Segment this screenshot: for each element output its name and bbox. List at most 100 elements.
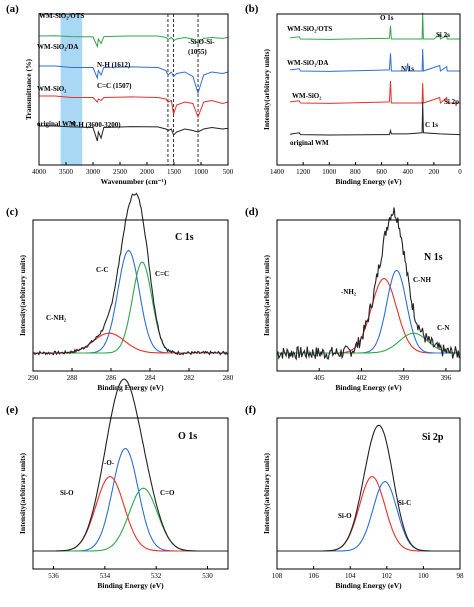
x-tick-label: 530: [202, 572, 213, 580]
x-axis-title-e: Binding Energy (eV): [97, 581, 164, 590]
peak-label-sio-e: Si-O: [60, 489, 74, 497]
annotation-sios-line1: -Si-O-Si-: [188, 38, 215, 46]
legend-label-ots-a: WM-SiO₂/OTS: [39, 12, 84, 20]
envelope-line: [277, 424, 460, 552]
x-tick-label: 200: [429, 168, 440, 176]
plot-frame-a: [38, 13, 229, 166]
series-line-2: [290, 48, 460, 72]
x-tick-label: 1400: [270, 168, 285, 176]
x-tick-label: 400: [402, 168, 413, 176]
y-axis-title-e: Intensity(arbitrary units): [18, 452, 27, 534]
x-tick-label: 3000: [86, 168, 101, 176]
annotation-nh-3600: N-H (3600-3200): [71, 121, 121, 129]
chart-title-d: N 1s: [424, 252, 443, 263]
panel-label-a: (a): [6, 3, 19, 15]
x-tick-label: 405: [314, 374, 325, 382]
x-tick-label: 532: [151, 572, 162, 580]
series-line-1: [38, 35, 229, 49]
x-tick-label: 600: [376, 168, 387, 176]
x-tick-label: 534: [100, 572, 111, 580]
series-line-1: [290, 12, 460, 40]
legend-label-wm-a: original WM: [37, 120, 76, 128]
plot-frame-d: [276, 219, 461, 372]
annotation-nh-1612: N-H (1612): [97, 61, 131, 69]
x-tick-label: 108: [272, 572, 283, 580]
x-tick-label: 102: [382, 572, 393, 580]
x-tick-label: 282: [184, 374, 195, 382]
series-line-2: [39, 65, 229, 95]
x-axis-title-a: Wavenumber (cm⁻¹): [101, 177, 167, 186]
peak-label-cnh: C-NH: [413, 276, 431, 284]
panel-f: (f) 108 106 104 102 100 98 Binding Energy (eV…: [245, 404, 464, 590]
x-axis-title-c: Binding Energy (eV): [97, 383, 164, 392]
panel-label-e: (e): [6, 404, 19, 416]
x-tick-label: 399: [398, 374, 409, 382]
panel-label-b: (b): [245, 3, 259, 15]
plot-frame-e: [32, 417, 229, 570]
panel-a: (a) 4000 3500 3000 2500 2000 1500 1000 500 Wave…: [6, 3, 234, 186]
x-tick-label: 284: [145, 374, 156, 382]
component-peak-2: [33, 261, 228, 354]
panel-d: (d) 405 402 399 396 Binding Energy (eV) Int…: [245, 206, 461, 392]
x-tick-label: 500: [223, 168, 234, 176]
y-axis-title-d: Intensity(arbitrary units): [262, 254, 271, 336]
series-line-3: [39, 95, 229, 119]
envelope-line: [32, 192, 229, 356]
x-axis-title-f: Binding Energy (eV): [335, 581, 402, 590]
panel-c: (c) 290 288 286 284 282 280 Binding Energy (e…: [6, 192, 234, 392]
y-axis-title-a: Transmittance (%): [24, 59, 33, 120]
x-tick-label: 98: [457, 572, 465, 580]
peak-label-co: C=O: [160, 489, 175, 497]
x-tick-label: 288: [67, 374, 78, 382]
x-tick-label: 2000: [140, 168, 155, 176]
annotation-c1s: C 1s: [425, 121, 438, 129]
component-peak-3: [33, 487, 228, 552]
peak-label-c-double-c: C=C: [155, 270, 169, 278]
chart-title-c: C 1s: [175, 232, 194, 243]
x-tick-label: 402: [356, 374, 367, 382]
panel-b: (b) 1400 1200 1000 800 600 400 200 0 Binding En…: [245, 3, 462, 186]
y-axis-title-c: Intensity(arbitrary units): [18, 254, 27, 336]
component-peak-2: [277, 481, 460, 552]
x-tick-label: 2500: [113, 168, 128, 176]
x-tick-label: 4000: [32, 168, 47, 176]
x-tick-label: 290: [28, 374, 39, 382]
legend-label-da-a: WM-SiO₂/DA: [37, 43, 78, 51]
x-tick-label: 1500: [167, 168, 182, 176]
x-tick-label: 286: [106, 374, 117, 382]
component-peak-1: [33, 249, 228, 354]
plot-frame-c: [32, 219, 229, 372]
x-tick-label: 1000: [194, 168, 209, 176]
x-tick-label: 3500: [59, 168, 74, 176]
peak-label-sio-f: Si-O: [338, 512, 352, 520]
component-peak-2: [33, 476, 228, 552]
legend-label-sio2-a: WM-SiO₂: [37, 85, 66, 93]
x-tick-label: 104: [345, 572, 356, 580]
x-tick-label: 100: [418, 572, 429, 580]
chart-title-e: O 1s: [178, 431, 197, 442]
peak-label-sic: Si-C: [398, 499, 411, 507]
annotation-n1s: N 1s: [401, 65, 414, 73]
x-axis-title-b: Binding Energy (eV): [335, 177, 402, 186]
y-axis-title-b: Intensity(arbitrary units): [262, 48, 271, 130]
peak-label-o: -O-: [104, 459, 115, 467]
peak-label-cc: C-C: [96, 266, 108, 274]
panel-e: (e) 536 534 532 530 Binding Energy (eV) Int…: [6, 378, 229, 590]
peak-label-nh2: -NH₂: [341, 288, 356, 296]
x-tick-label: 1000: [322, 168, 337, 176]
x-tick-label: 396: [441, 374, 452, 382]
envelope-line: [276, 207, 461, 361]
series-line-3: [290, 80, 460, 104]
y-axis-title-f: Intensity(arbitrary units): [262, 452, 271, 534]
x-tick-label: 1200: [296, 168, 311, 176]
x-tick-label: 106: [308, 572, 319, 580]
component-peak-1: [277, 476, 460, 552]
plot-frame-b: [276, 13, 461, 166]
panel-label-d: (d): [245, 206, 259, 218]
panel-label-c: (c): [6, 206, 19, 218]
annotation-si2s: Si 2s: [436, 31, 450, 39]
envelope-line: [33, 378, 228, 552]
plot-frame-f: [276, 417, 461, 570]
peak-label-cnh2: C-NH₂: [46, 314, 66, 322]
